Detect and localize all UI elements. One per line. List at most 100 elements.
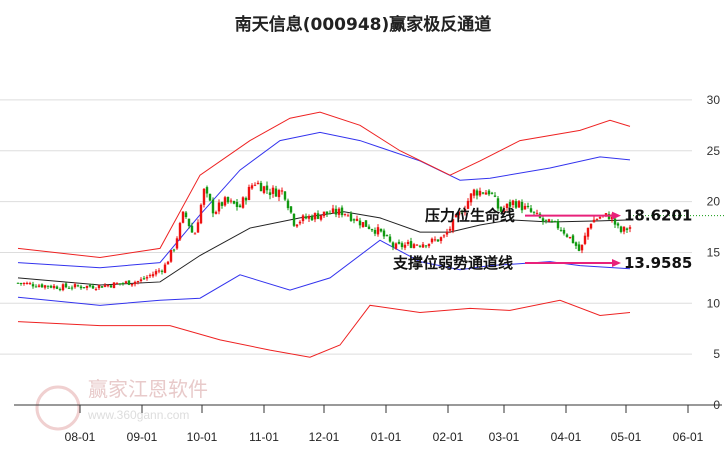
candle-body (571, 235, 575, 244)
support-value: 13.9585 (624, 254, 692, 272)
candle-body (235, 201, 239, 207)
candle-body (262, 186, 266, 193)
candle-body (112, 282, 116, 289)
candle-body (613, 218, 617, 225)
candle-body (289, 206, 293, 213)
candle-body (517, 201, 521, 208)
candle-body (160, 270, 164, 272)
candle-body (550, 220, 554, 222)
candle-body (259, 182, 263, 192)
candle-body (484, 192, 488, 195)
candle-body (625, 228, 629, 230)
y-tick-label: 10 (707, 296, 721, 310)
candle-body (541, 218, 545, 222)
candle-body (448, 228, 452, 231)
candle-body (583, 235, 587, 244)
candle-body (193, 233, 197, 235)
candle-body (547, 219, 551, 222)
candle-body (367, 226, 371, 229)
candle-body (391, 242, 395, 248)
candle-body (19, 283, 23, 285)
candle-body (28, 283, 32, 285)
blue-lower-line (17, 239, 631, 306)
candle-body (46, 285, 50, 287)
candle-body (439, 237, 443, 241)
candle-body (109, 285, 113, 288)
candle-body (43, 285, 47, 288)
candle-body (238, 205, 242, 208)
candle-body (55, 286, 59, 289)
candle-body (244, 197, 248, 201)
candle-body (61, 284, 65, 291)
candle-body (328, 213, 332, 215)
candle-body (607, 214, 611, 220)
candle-body (283, 191, 287, 200)
x-tick-label: 08-01 (65, 430, 96, 444)
candle-body (298, 221, 302, 224)
x-tick-label: 03-01 (489, 430, 520, 444)
candle-body (445, 231, 449, 235)
candle-body (142, 278, 146, 280)
red-upper-line (17, 111, 631, 259)
candle-body (115, 283, 119, 285)
candle-body (619, 226, 623, 232)
candle-body (37, 285, 41, 287)
blue-upper-line (17, 131, 631, 269)
candle-body (190, 225, 194, 233)
candle-body (34, 286, 38, 288)
x-tick-label: 04-01 (551, 430, 582, 444)
candle-body (136, 281, 140, 283)
candle-body (370, 229, 374, 231)
candle-body (403, 244, 407, 248)
candle-body (94, 288, 98, 290)
candle-body (319, 215, 323, 220)
candle-body (340, 207, 344, 216)
candle-body (586, 227, 590, 237)
x-tick-label: 01-01 (371, 430, 402, 444)
candle-body (274, 188, 278, 197)
candle-body (133, 281, 137, 285)
candle-body (592, 219, 596, 223)
candle-body (523, 205, 527, 210)
candle-body (157, 270, 161, 272)
x-tick-label: 09-01 (127, 430, 158, 444)
candle-body (568, 236, 572, 239)
candle-body (595, 219, 599, 221)
candle-body (622, 226, 626, 232)
candle-body (295, 224, 299, 227)
candle-body (466, 200, 470, 209)
candle-body (88, 284, 92, 287)
candle-body (388, 236, 392, 242)
candle-body (628, 227, 632, 229)
candle-body (304, 216, 308, 219)
candle-body (91, 285, 95, 289)
x-tick-label: 12-01 (309, 430, 340, 444)
candle-body (253, 184, 257, 186)
x-tick-label: 10-01 (187, 430, 218, 444)
support-label: 支撑位弱势通道线 (392, 254, 513, 272)
watermark-name: 赢家江恩软件 (88, 377, 208, 401)
candle-body (100, 286, 104, 288)
candle-body (496, 198, 500, 209)
candle-body (49, 285, 53, 288)
candle-body (85, 285, 89, 288)
candle-body (169, 249, 173, 262)
candle-body (73, 284, 77, 288)
candle-body (424, 245, 428, 247)
candle-body (553, 220, 557, 222)
candle-body (229, 200, 233, 202)
candle-body (358, 220, 362, 226)
arrow-head-icon (612, 211, 621, 220)
candle-body (106, 285, 110, 287)
candle-body (529, 208, 533, 212)
chart-title: 南天信息(000948)赢家极反通道 (235, 14, 492, 35)
candle-body (418, 245, 422, 247)
candle-body (103, 285, 107, 287)
candle-body (562, 229, 566, 234)
candle-body (124, 281, 128, 284)
candle-body (196, 222, 200, 233)
candle-body (286, 200, 290, 209)
candles (16, 180, 632, 292)
middle-ma-line (17, 211, 631, 286)
